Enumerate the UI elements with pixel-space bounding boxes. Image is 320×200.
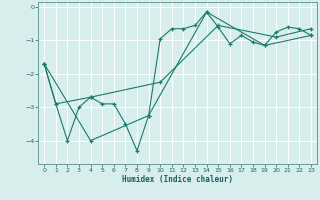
X-axis label: Humidex (Indice chaleur): Humidex (Indice chaleur) (122, 175, 233, 184)
